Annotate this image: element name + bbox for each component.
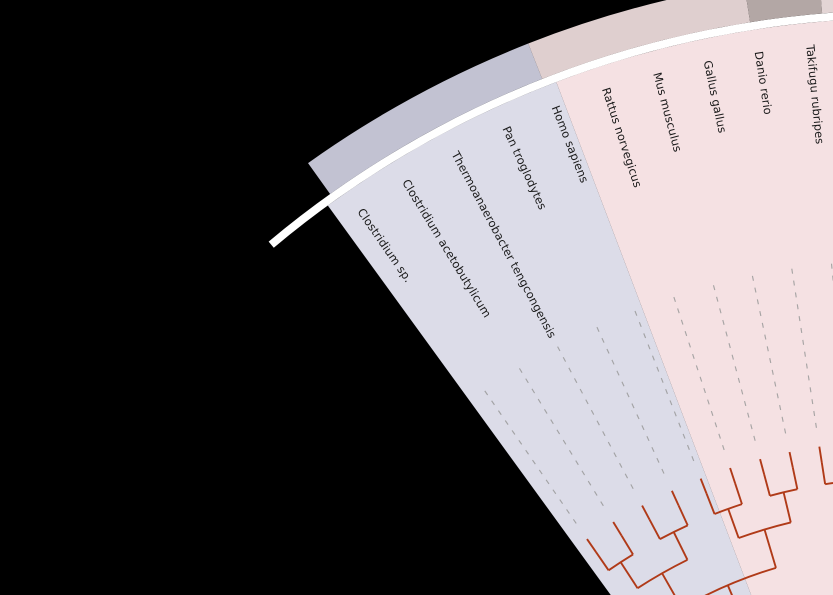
leader-line [751, 275, 787, 438]
branch-arc [704, 566, 777, 595]
branch-radial [648, 519, 661, 540]
leader-lines [484, 263, 833, 528]
leader-line [673, 296, 726, 454]
leader-line [712, 285, 757, 445]
branch-radial [763, 474, 771, 497]
branch-radial [705, 493, 716, 515]
tree-branches [586, 446, 833, 595]
branch-arc [824, 482, 833, 486]
group-segment-3 [821, 0, 833, 14]
branch-radial [671, 490, 680, 506]
branch-radial [641, 505, 651, 521]
group-segment-1 [528, 0, 751, 79]
branch-radial [672, 531, 689, 561]
leader-line [634, 310, 696, 465]
branch-radial [727, 508, 740, 539]
leader-line [518, 368, 606, 510]
branch-radial [726, 584, 733, 595]
group-segment-0 [308, 43, 543, 195]
leader-line [484, 390, 579, 528]
leader-line [557, 346, 636, 493]
taxonomic-group-ring [308, 0, 833, 195]
branch-radial [586, 538, 597, 553]
domain-ring [327, 20, 833, 595]
branch-arc [608, 553, 634, 572]
leader-line [596, 326, 667, 478]
branch-radial [595, 551, 610, 571]
branch-radial [612, 521, 623, 537]
group-segment-2 [746, 0, 823, 23]
branch-radial [619, 561, 639, 589]
branch-radial [699, 478, 708, 494]
domain-sector-bacteria [327, 82, 752, 595]
branch-radial [677, 504, 689, 526]
branch-radial [759, 458, 766, 475]
leader-line [791, 268, 818, 432]
branch-arc [659, 524, 689, 540]
branch-arc [769, 488, 798, 497]
branch-radial [791, 467, 799, 490]
domain-sector-eukaryota [556, 20, 833, 595]
branch-radial [763, 529, 777, 569]
branch-arc [637, 558, 688, 590]
branch-radial [734, 482, 743, 505]
branch-radial [820, 462, 827, 485]
branch-radial [782, 492, 792, 523]
branch-radial [729, 467, 736, 484]
branch-radial [661, 572, 676, 595]
branch-radial [818, 446, 823, 463]
branch-radial [788, 451, 794, 468]
branch-radial [620, 535, 634, 555]
